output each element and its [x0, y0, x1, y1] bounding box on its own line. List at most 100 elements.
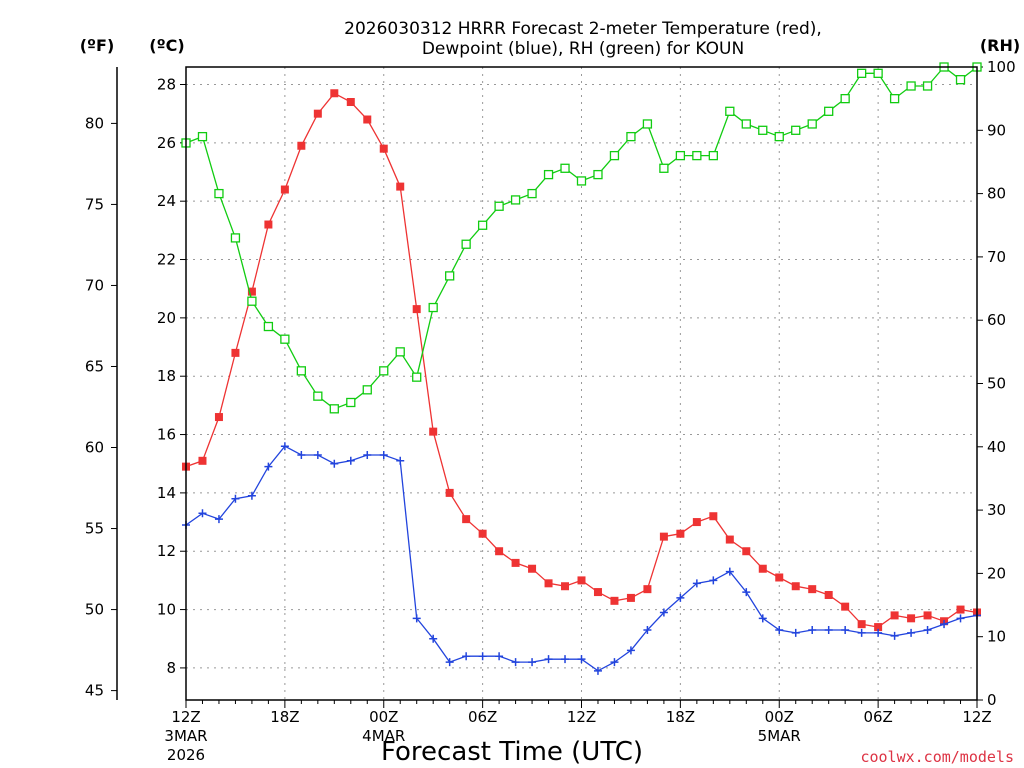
- rh-point: [263, 321, 274, 332]
- rh-point: [362, 385, 372, 395]
- temperature-point: [346, 98, 355, 107]
- dewpoint-point: [363, 450, 372, 459]
- unit-fahrenheit-label: (ºF): [80, 36, 115, 55]
- rh-point: [922, 81, 933, 91]
- dewpoint-point: [692, 579, 701, 588]
- temperature-point: [890, 611, 899, 620]
- rh-tick-label: 90: [987, 121, 1006, 139]
- fahrenheit-tick-label: 75: [85, 195, 104, 213]
- temperature-point: [742, 547, 751, 556]
- rh-point: [494, 201, 504, 211]
- rh-tick-label: 30: [987, 501, 1006, 519]
- dewpoint-point: [429, 634, 438, 643]
- rh-point: [856, 68, 867, 78]
- dewpoint-point: [923, 625, 932, 634]
- rh-point: [477, 220, 488, 230]
- chart-title-line2: Dewpoint (blue), RH (green) for KOUN: [422, 39, 744, 59]
- celsius-tick-label: 24: [157, 192, 176, 210]
- rh-point: [346, 397, 356, 408]
- credit-text: coolwx.com/models: [860, 748, 1014, 766]
- dewpoint-point: [379, 450, 388, 459]
- unit-rh-label: (RH): [980, 36, 1020, 55]
- celsius-axis: 8 10 12 14 16 18 20 22 24 26 28: [157, 76, 186, 677]
- rh-line: [185, 66, 978, 410]
- rh-tick-label: 70: [987, 248, 1006, 266]
- temperature-point: [495, 547, 504, 556]
- dewpoint-point: [330, 459, 339, 468]
- dewpoint-point: [231, 494, 240, 503]
- dewpoint-point: [462, 652, 471, 661]
- time-tick-label: 12Z: [567, 708, 596, 726]
- rh-point: [576, 176, 587, 186]
- temperature-point: [758, 564, 767, 573]
- dewpoint-point: [478, 652, 487, 661]
- rh-point: [412, 372, 422, 382]
- celsius-tick-label: 14: [157, 484, 176, 502]
- rh-point: [889, 94, 900, 104]
- temperature-point: [824, 590, 833, 599]
- rh-point: [824, 106, 834, 116]
- dewpoint-point: [198, 509, 207, 518]
- temperature-point: [709, 512, 718, 521]
- rh-tick-label: 10: [987, 628, 1006, 646]
- temperature-point: [841, 602, 850, 611]
- rh-point: [873, 68, 883, 78]
- temperature-point: [923, 611, 932, 620]
- temperature-point: [396, 182, 405, 191]
- rh-point: [692, 150, 702, 161]
- temperature-point: [907, 614, 916, 623]
- fahrenheit-tick-label: 80: [85, 114, 104, 132]
- temperature-point: [659, 532, 668, 541]
- temperature-point: [857, 620, 866, 629]
- dewpoint-point: [264, 462, 273, 471]
- temperature-point: [577, 576, 586, 585]
- dewpoint-point: [758, 614, 767, 623]
- dewpoint-point: [561, 655, 570, 664]
- dewpoint-point: [412, 614, 421, 623]
- rh-point: [543, 169, 554, 180]
- plot-frame: [185, 66, 978, 701]
- dewpoint-point: [280, 442, 289, 451]
- time-date-label: 4MAR: [362, 727, 405, 745]
- dewpoint-point: [709, 576, 718, 585]
- dewpoint-point: [544, 655, 553, 664]
- temperature-point: [412, 305, 421, 314]
- rh-point: [379, 366, 389, 376]
- rh-point: [280, 334, 290, 344]
- grid-lines: [186, 67, 977, 700]
- x-axis-label: Forecast Time (UTC): [381, 737, 643, 767]
- celsius-tick-label: 12: [157, 542, 176, 560]
- rh-point: [758, 125, 768, 135]
- dewpoint-point: [791, 628, 800, 637]
- rh-tick-label: 0: [987, 691, 997, 709]
- temperature-point: [445, 488, 454, 497]
- dewpoint-point: [940, 620, 949, 629]
- dewpoint-point: [396, 456, 405, 465]
- time-tick-label: 12Z: [962, 708, 991, 726]
- temperature-point: [280, 185, 289, 194]
- dewpoint-point: [907, 628, 916, 637]
- chart-title-line1: 2026030312 HRRR Forecast 2-meter Tempera…: [344, 19, 822, 39]
- temperature-point: [214, 413, 223, 422]
- fahrenheit-tick-label: 60: [85, 439, 104, 457]
- rh-tick-label: 20: [987, 564, 1006, 582]
- time-tick-label: 00Z: [369, 708, 398, 726]
- rh-point: [214, 188, 224, 199]
- rh-point: [527, 188, 537, 199]
- rh-point: [560, 163, 570, 173]
- time-year-label: 2026: [167, 746, 205, 764]
- temperature-point: [791, 582, 800, 591]
- temperature-point: [198, 456, 207, 465]
- dewpoint-point: [528, 658, 537, 667]
- time-tick-label: 00Z: [765, 708, 794, 726]
- rh-series: [181, 62, 982, 414]
- temperature-point: [725, 535, 734, 544]
- rh-point: [609, 150, 620, 161]
- rh-point: [296, 366, 307, 376]
- dewpoint-point: [626, 646, 635, 655]
- dewpoint-point: [610, 658, 619, 667]
- fahrenheit-tick-label: 50: [85, 601, 104, 619]
- dewpoint-point: [874, 628, 883, 637]
- rh-point: [741, 119, 751, 129]
